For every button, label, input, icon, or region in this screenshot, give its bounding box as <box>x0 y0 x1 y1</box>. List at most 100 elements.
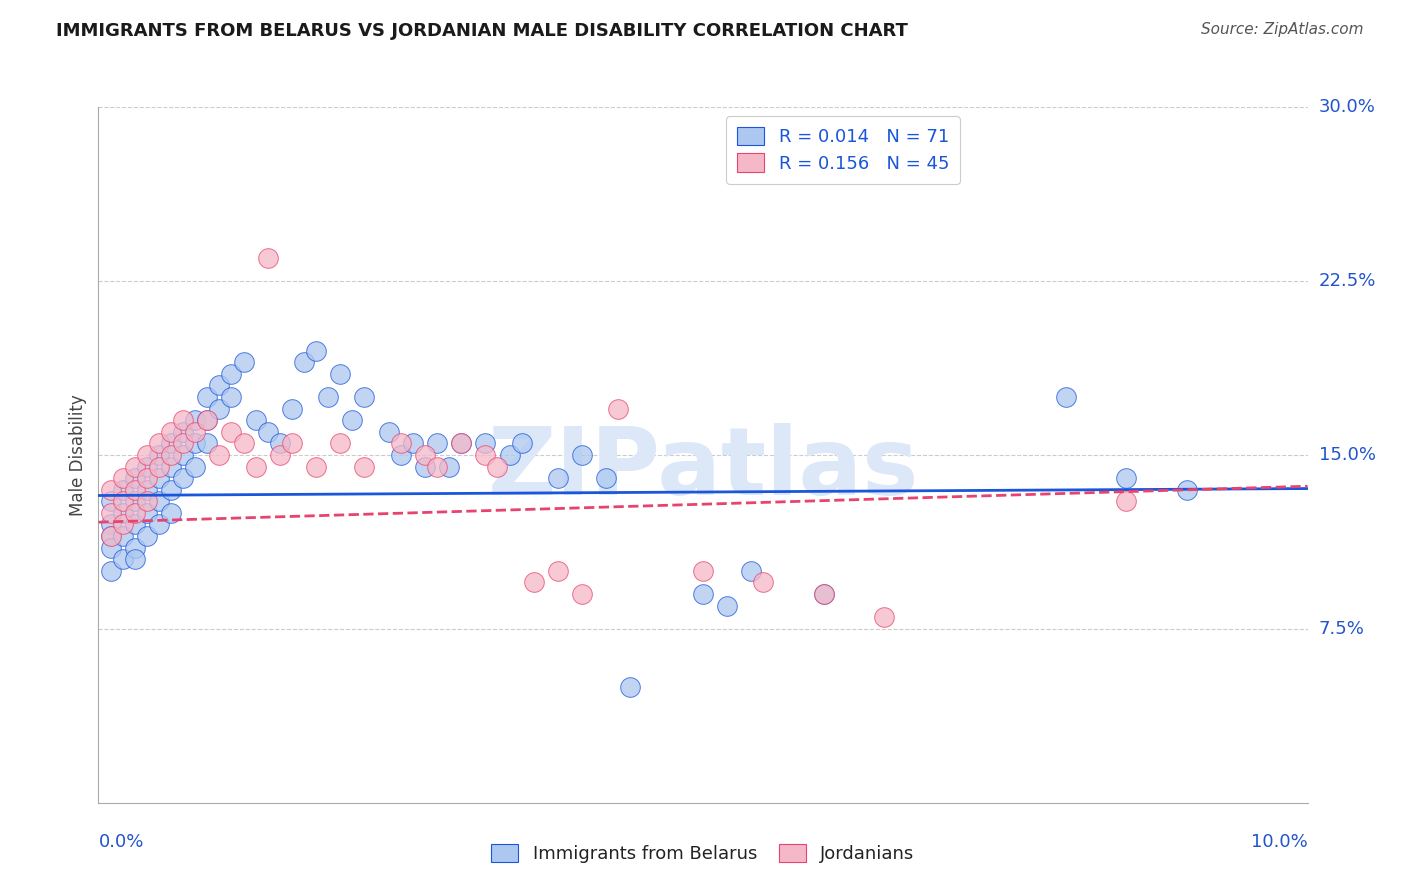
Point <box>316 390 339 404</box>
Point <box>148 436 170 450</box>
Point <box>184 413 207 427</box>
Point <box>124 494 146 508</box>
Point <box>342 413 364 427</box>
Point <box>148 448 170 462</box>
Point <box>111 483 134 497</box>
Point <box>195 413 218 427</box>
Point <box>160 448 183 462</box>
Point <box>172 413 194 427</box>
Point <box>692 564 714 578</box>
Point <box>402 436 425 450</box>
Point <box>571 587 593 601</box>
Point <box>752 575 775 590</box>
Point <box>292 355 315 369</box>
Point <box>245 459 267 474</box>
Point <box>124 541 146 555</box>
Point <box>547 471 569 485</box>
Point <box>111 517 134 532</box>
Text: 10.0%: 10.0% <box>1251 833 1308 851</box>
Point <box>595 471 617 485</box>
Point <box>195 413 218 427</box>
Point <box>692 587 714 601</box>
Point <box>195 436 218 450</box>
Point <box>160 425 183 439</box>
Point <box>426 459 449 474</box>
Point <box>413 448 436 462</box>
Point <box>208 448 231 462</box>
Point <box>389 448 412 462</box>
Point <box>135 471 157 485</box>
Text: 30.0%: 30.0% <box>1319 98 1375 116</box>
Point <box>389 436 412 450</box>
Point <box>148 494 170 508</box>
Text: 0.0%: 0.0% <box>98 833 143 851</box>
Point <box>1054 390 1077 404</box>
Point <box>160 506 183 520</box>
Point <box>510 436 533 450</box>
Point <box>135 529 157 543</box>
Text: Source: ZipAtlas.com: Source: ZipAtlas.com <box>1201 22 1364 37</box>
Point <box>498 448 520 462</box>
Point <box>172 425 194 439</box>
Point <box>813 587 835 601</box>
Point <box>269 448 291 462</box>
Point <box>716 599 738 613</box>
Text: IMMIGRANTS FROM BELARUS VS JORDANIAN MALE DISABILITY CORRELATION CHART: IMMIGRANTS FROM BELARUS VS JORDANIAN MAL… <box>56 22 908 40</box>
Point <box>547 564 569 578</box>
Point <box>135 448 157 462</box>
Point <box>172 448 194 462</box>
Point <box>124 459 146 474</box>
Point <box>172 436 194 450</box>
Point <box>100 541 122 555</box>
Point <box>124 517 146 532</box>
Point <box>172 471 194 485</box>
Point <box>353 390 375 404</box>
Point <box>413 459 436 474</box>
Legend: Immigrants from Belarus, Jordanians: Immigrants from Belarus, Jordanians <box>484 837 922 871</box>
Point <box>148 471 170 485</box>
Point <box>100 529 122 543</box>
Text: ZIPatlas: ZIPatlas <box>488 423 918 515</box>
Point <box>208 378 231 392</box>
Point <box>281 436 304 450</box>
Point <box>100 483 122 497</box>
Point <box>111 552 134 566</box>
Point <box>232 355 254 369</box>
Point <box>100 529 122 543</box>
Point <box>124 483 146 497</box>
Point <box>184 436 207 450</box>
Point <box>111 529 134 543</box>
Point <box>100 517 122 532</box>
Point <box>100 506 122 520</box>
Point <box>232 436 254 450</box>
Point <box>100 564 122 578</box>
Point <box>619 680 641 694</box>
Text: 7.5%: 7.5% <box>1319 620 1365 638</box>
Point <box>305 343 328 358</box>
Point <box>184 459 207 474</box>
Point <box>208 401 231 416</box>
Point <box>160 459 183 474</box>
Point <box>607 401 630 416</box>
Point <box>245 413 267 427</box>
Point <box>135 459 157 474</box>
Point <box>377 425 399 439</box>
Point <box>221 390 243 404</box>
Point <box>474 436 496 450</box>
Point <box>124 506 146 520</box>
Point <box>221 425 243 439</box>
Point <box>873 610 896 624</box>
Point <box>184 425 207 439</box>
Point <box>329 367 352 381</box>
Point <box>523 575 546 590</box>
Point <box>256 425 278 439</box>
Point <box>305 459 328 474</box>
Point <box>111 494 134 508</box>
Point <box>813 587 835 601</box>
Point <box>100 494 122 508</box>
Point <box>148 459 170 474</box>
Point <box>135 494 157 508</box>
Point <box>450 436 472 450</box>
Point <box>269 436 291 450</box>
Point <box>740 564 762 578</box>
